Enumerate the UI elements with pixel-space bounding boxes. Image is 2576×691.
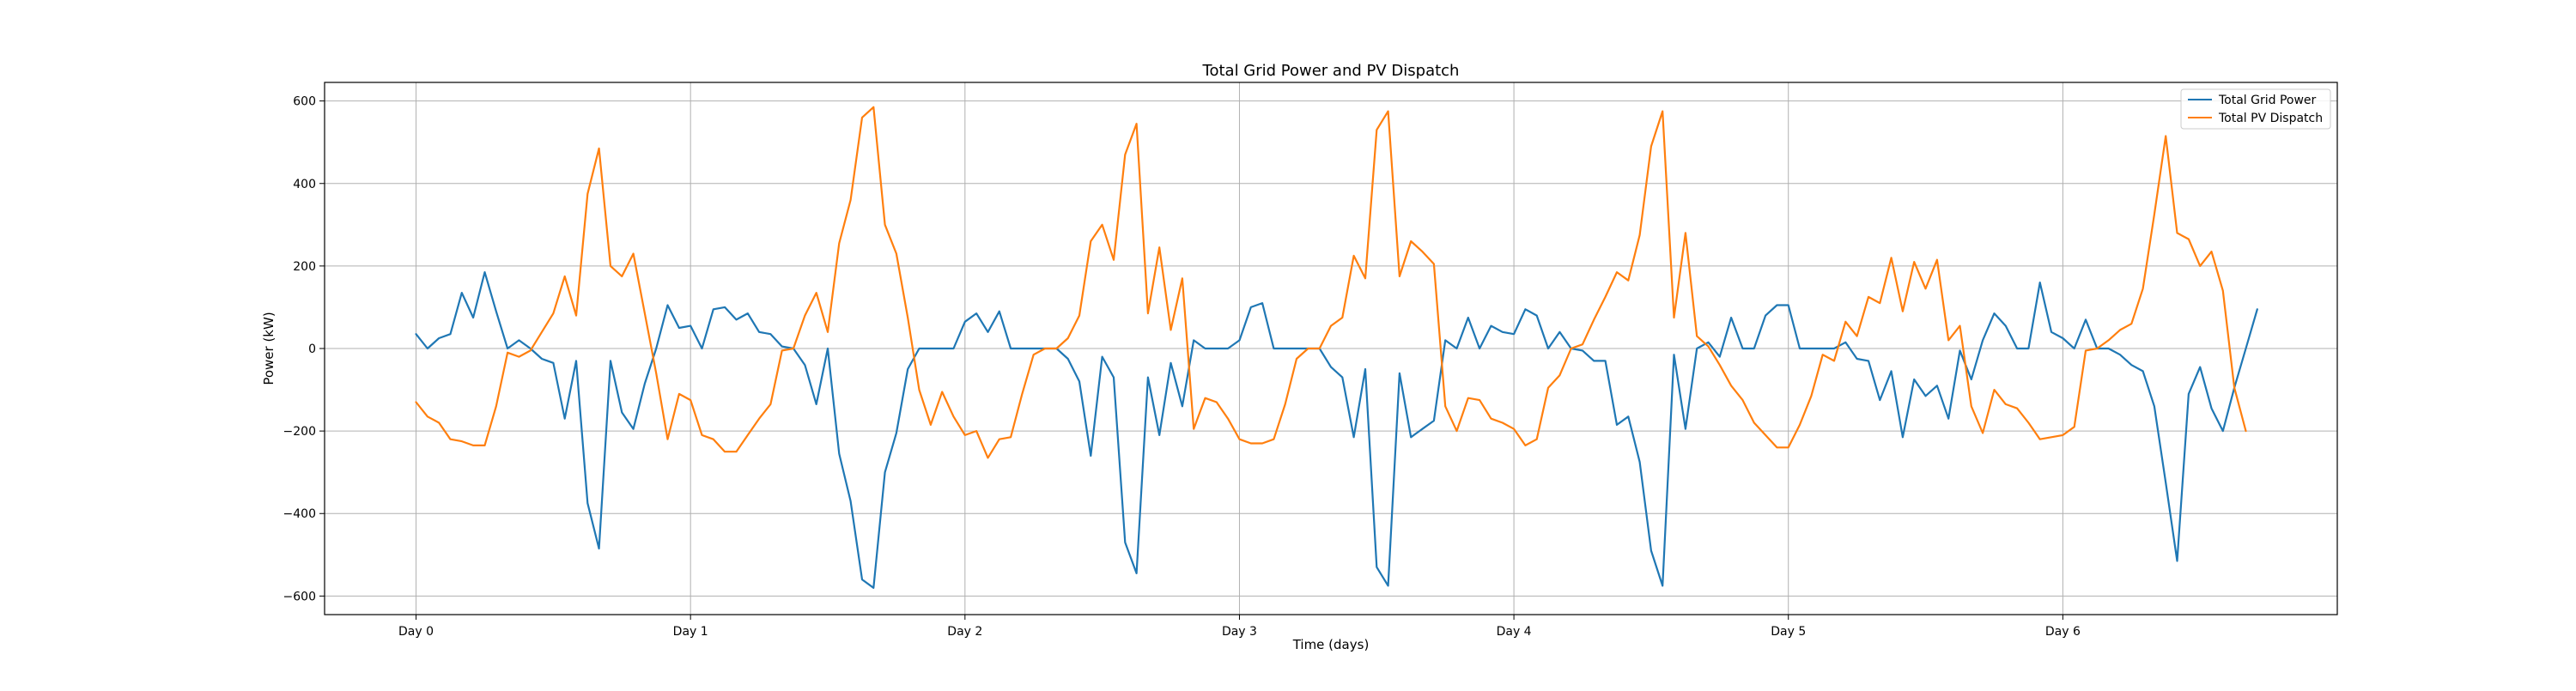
x-tick-label: Day 0 [398, 625, 434, 639]
y-tick-label: 600 [293, 95, 316, 109]
y-tick-label: 200 [293, 260, 316, 274]
x-tick-label: Day 1 [673, 625, 708, 639]
y-tick-label: 400 [293, 178, 316, 191]
series-line-grid-power [415, 271, 2258, 589]
legend-label-pv: Total PV Dispatch [2218, 112, 2323, 125]
x-axis-ticks: Day 0 Day 1 Day 2 Day 3 Day 4 Day 5 Day 6 [398, 615, 2081, 639]
chart-title: Total Grid Power and PV Dispatch [1202, 62, 1460, 80]
y-tick-label: −600 [283, 590, 316, 603]
x-tick-label: Day 4 [1497, 625, 1532, 639]
y-axis-ticks: −600 −400 −200 0 200 400 600 [283, 95, 325, 603]
y-axis-label: Power (kW) [261, 312, 276, 385]
x-axis-label: Time (days) [1292, 637, 1370, 652]
x-tick-label: Day 3 [1222, 625, 1257, 639]
x-tick-label: Day 2 [947, 625, 982, 639]
legend-label-grid: Total Grid Power [2218, 94, 2317, 107]
x-tick-label: Day 6 [2045, 625, 2081, 639]
legend-box [2180, 88, 2331, 130]
x-tick-label: Day 5 [1771, 625, 1806, 639]
y-tick-label: 0 [308, 342, 316, 356]
y-tick-label: −400 [283, 507, 316, 521]
y-tick-label: −200 [283, 425, 316, 439]
legend: Total Grid Power Total PV Dispatch [2180, 88, 2331, 130]
y-gridlines [325, 100, 2337, 597]
series-layer [415, 106, 2258, 589]
series-line-pv-dispatch [415, 106, 2247, 459]
